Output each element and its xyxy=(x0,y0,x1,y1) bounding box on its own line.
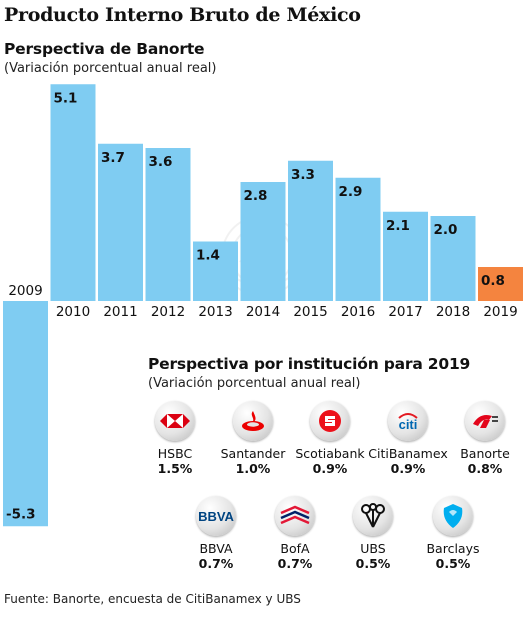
institution-banorte: Banorte 0.8% xyxy=(440,401,528,476)
santander-logo-icon xyxy=(233,401,273,441)
bar-2017 xyxy=(383,211,428,301)
institution-name: BBVA xyxy=(199,541,233,556)
chart-note: (Variación porcentual anual real) xyxy=(4,61,217,76)
bar-2016 xyxy=(335,177,381,301)
bar-2019 xyxy=(478,267,523,301)
year-label-2013: 2013 xyxy=(198,304,232,320)
institution-value: 0.7% xyxy=(277,556,313,571)
bar-2011 xyxy=(98,143,143,301)
value-label-2009: -5.3 xyxy=(6,506,36,522)
institution-name: Barclays xyxy=(426,541,480,556)
barclays-logo-icon xyxy=(433,496,473,536)
value-label-2016: 2.9 xyxy=(339,184,363,200)
value-label-2019: 0.8 xyxy=(481,273,505,289)
svg-text:BBVA: BBVA xyxy=(198,509,234,524)
bar-2013 xyxy=(193,241,238,301)
year-label-2009: 2009 xyxy=(8,283,42,299)
year-label-2015: 2015 xyxy=(293,304,327,320)
year-label-2011: 2011 xyxy=(103,304,137,320)
institution-name: UBS xyxy=(360,541,386,556)
institutions-title: Perspectiva por institución para 2019 xyxy=(148,355,471,373)
chart-subtitle: Perspectiva de Banorte xyxy=(4,40,205,58)
value-label-2015: 3.3 xyxy=(291,167,315,183)
value-label-2017: 2.1 xyxy=(386,218,410,234)
institution-value: 0.5% xyxy=(435,556,471,571)
institution-value: 0.8% xyxy=(467,461,503,476)
institution-value: 1.0% xyxy=(235,461,271,476)
banorte-logo-icon xyxy=(465,401,505,441)
institution-scotiabank: Scotiabank 0.9% xyxy=(285,401,375,476)
institution-hsbc: HSBC 1.5% xyxy=(130,401,220,476)
institution-name: HSBC xyxy=(157,446,193,461)
institution-value: 0.7% xyxy=(198,556,234,571)
institutions-note: (Variación porcentual anual real) xyxy=(148,376,361,391)
year-label-2010: 2010 xyxy=(56,304,90,320)
institution-bbva: BBVA BBVA 0.7% xyxy=(171,496,261,571)
bar-2015 xyxy=(288,160,333,301)
year-label-2018: 2018 xyxy=(436,304,470,320)
year-label-2012: 2012 xyxy=(151,304,185,320)
institution-santander: Santander 1.0% xyxy=(208,401,298,476)
citi-logo-icon: citi xyxy=(388,401,428,441)
page-title: Producto Interno Bruto de México xyxy=(4,4,361,26)
bbva-logo-icon: BBVA xyxy=(196,496,236,536)
institution-barclays: Barclays 0.5% xyxy=(408,496,498,571)
year-label-2019: 2019 xyxy=(483,304,517,320)
value-label-2013: 1.4 xyxy=(196,248,220,264)
ubs-logo-icon xyxy=(353,496,393,536)
svg-text:citi: citi xyxy=(399,417,418,432)
institution-value: 0.9% xyxy=(312,461,348,476)
institution-value: 0.9% xyxy=(390,461,426,476)
bofa-logo-icon xyxy=(275,496,315,536)
value-label-2010: 5.1 xyxy=(54,90,78,106)
value-label-2014: 2.8 xyxy=(244,188,268,204)
institution-name: Scotiabank xyxy=(295,446,365,461)
institution-bofa: BofA 0.7% xyxy=(250,496,340,571)
scotiabank-logo-icon xyxy=(310,401,350,441)
institution-citibanamex: citi CitiBanamex 0.9% xyxy=(363,401,453,476)
year-label-2017: 2017 xyxy=(388,304,422,320)
institution-value: 0.5% xyxy=(355,556,391,571)
institution-name: BofA xyxy=(280,541,310,556)
value-label-2018: 2.0 xyxy=(434,222,458,238)
institution-name: Santander xyxy=(220,446,286,461)
source-note: Fuente: Banorte, encuesta de CitiBanamex… xyxy=(4,592,301,606)
institution-ubs: UBS 0.5% xyxy=(328,496,418,571)
hsbc-logo-icon xyxy=(155,401,195,441)
institution-value: 1.5% xyxy=(157,461,193,476)
institution-name: Banorte xyxy=(460,446,510,461)
value-label-2011: 3.7 xyxy=(101,150,125,166)
bar-2010 xyxy=(50,84,96,301)
bar-2012 xyxy=(145,148,191,301)
bar-2009 xyxy=(3,301,48,527)
value-label-2012: 3.6 xyxy=(149,154,173,170)
year-label-2014: 2014 xyxy=(246,304,280,320)
bar-2018 xyxy=(430,216,476,301)
gdp-bar-chart: -5.3 5.1 3.7 3.6 1.4 2.8 3.3 2.9 2.1 2.0 0.8 2009 2… xyxy=(3,84,523,527)
bar-2014 xyxy=(240,182,286,301)
institution-name: CitiBanamex xyxy=(368,446,448,461)
year-label-2016: 2016 xyxy=(341,304,375,320)
